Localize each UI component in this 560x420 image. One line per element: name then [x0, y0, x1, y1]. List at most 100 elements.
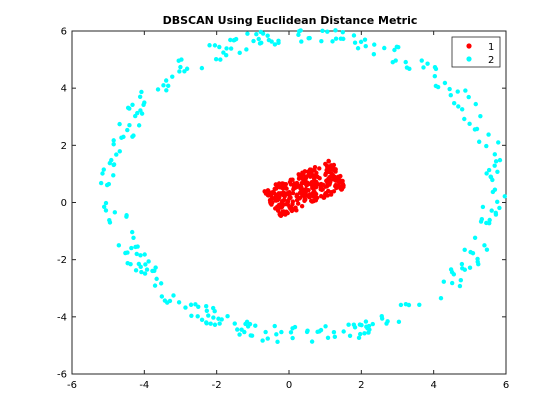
series-2-point	[155, 87, 161, 92]
series-1-point	[294, 198, 300, 203]
series-2-point	[447, 86, 452, 92]
series-2-point	[366, 323, 372, 329]
series-2-point	[331, 329, 337, 335]
series-2-point	[304, 329, 310, 335]
series-2-point	[457, 283, 463, 289]
series-2-point	[208, 321, 213, 326]
series-2-point	[123, 250, 128, 256]
series-1-point	[281, 209, 287, 214]
series-2-point	[379, 316, 385, 321]
series-2-point	[188, 302, 194, 307]
x-tick-label: 6	[503, 380, 509, 391]
series-2-point	[245, 31, 250, 36]
x-tick-label: -4	[139, 380, 149, 391]
series-1-point	[315, 174, 320, 179]
series-2-point	[265, 336, 270, 341]
series-2-point	[307, 35, 312, 41]
series-2-point	[442, 80, 448, 86]
series-2-point	[144, 267, 150, 272]
series-2-point	[396, 319, 402, 325]
series-2-point	[228, 46, 234, 51]
series-2-point	[159, 294, 165, 299]
series-2-point	[456, 104, 461, 109]
series-2-point	[451, 101, 457, 106]
series-2-point	[232, 321, 237, 326]
series-2-point	[154, 276, 159, 282]
series-2-point	[502, 194, 507, 199]
series-2-point	[237, 332, 242, 337]
series-1-points	[262, 158, 346, 219]
series-2-point	[403, 59, 408, 65]
series-2-point	[217, 44, 222, 50]
series-2-point	[179, 57, 184, 62]
series-1-point	[299, 173, 304, 178]
series-2-point	[490, 177, 495, 183]
series-1-point	[296, 183, 301, 189]
series-2-point	[298, 28, 303, 33]
series-2-point	[406, 302, 412, 308]
chart-title: DBSCAN Using Euclidean Distance Metric	[163, 14, 418, 27]
series-2-point	[398, 302, 404, 308]
series-2-point	[352, 325, 358, 330]
series-2-point	[178, 64, 183, 70]
series-2-point	[490, 189, 496, 195]
series-2-point	[462, 247, 467, 253]
series-2-point	[320, 28, 325, 33]
series-2-point	[164, 88, 169, 93]
series-1-point	[319, 181, 324, 187]
series-2-point	[486, 132, 491, 137]
series-2-point	[130, 102, 135, 107]
series-2-point	[330, 39, 335, 44]
legend: 1 2	[451, 36, 501, 68]
series-2-point	[131, 235, 136, 240]
series-2-point	[488, 174, 493, 179]
series-2-point	[292, 324, 298, 330]
series-2-point	[382, 45, 387, 51]
x-tick-label: 4	[430, 380, 436, 391]
series-1-point	[323, 190, 328, 196]
series-2-point	[489, 208, 494, 213]
y-tick-label: -4	[57, 312, 67, 323]
series-2-point	[425, 61, 430, 66]
series-2-point	[114, 152, 119, 157]
series-2-point	[130, 229, 135, 235]
series-2-point	[497, 205, 502, 211]
series-2-point	[317, 329, 322, 334]
series-1-point	[302, 197, 307, 202]
series-2-point	[358, 331, 363, 337]
series-2-point	[463, 88, 468, 93]
series-2-point	[139, 269, 144, 275]
series-2-point	[478, 113, 483, 119]
series-2-point	[480, 204, 486, 210]
series-2-point	[484, 171, 489, 176]
series-2-point	[249, 333, 255, 338]
series-2-point	[299, 39, 304, 44]
series-1-point	[288, 206, 293, 211]
series-2-point	[254, 32, 259, 37]
series-2-point	[204, 321, 209, 326]
series-2-point	[218, 57, 223, 62]
series-2-point	[212, 322, 218, 327]
series-2-point	[195, 314, 200, 319]
series-1-point	[325, 164, 331, 169]
series-2-point	[213, 56, 219, 62]
series-2-point	[396, 44, 401, 50]
series-2-point	[486, 167, 492, 173]
series-2-point	[355, 46, 361, 51]
series-2-point	[459, 107, 465, 112]
series-2-point	[272, 323, 277, 329]
series-2-point	[152, 283, 158, 288]
series-2-point	[357, 322, 363, 327]
series-1-point	[281, 197, 287, 203]
series-2-point	[340, 29, 345, 35]
series-2-point	[449, 280, 455, 286]
series-2-point	[325, 29, 330, 34]
series-2-point	[232, 37, 237, 43]
series-2-point	[484, 143, 489, 149]
x-tick-label: 2	[358, 380, 364, 391]
series-2-point	[435, 84, 441, 90]
series-1-point	[294, 208, 299, 213]
series-2-point	[253, 323, 258, 328]
series-2-point	[432, 74, 438, 79]
series-2-point	[103, 208, 109, 213]
